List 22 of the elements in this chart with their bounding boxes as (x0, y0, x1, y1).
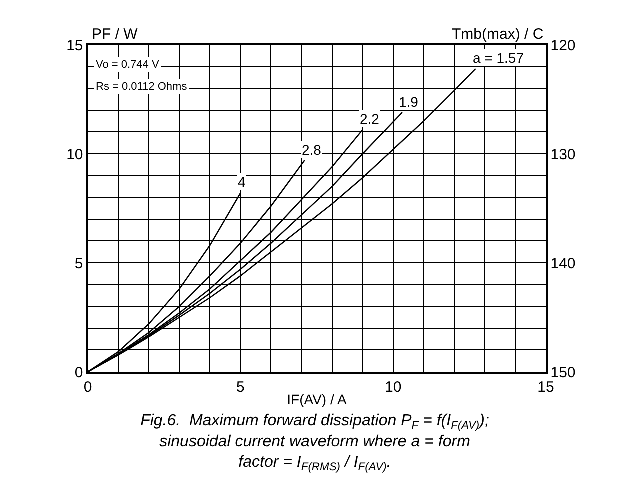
series-label: 4 (238, 174, 246, 190)
x-axis-title: IF(AV) / A (287, 392, 348, 408)
y2-tick-label: 150 (550, 364, 576, 382)
y2-tick-label: 130 (550, 146, 576, 164)
y-tick-label: 15 (66, 37, 84, 54)
x-tick-label: 10 (384, 378, 402, 396)
chart-title: Fig.6. Maximum forward dissipation P$_{F}$ = f(I$_{F(AV)}$); sinusoidal current waveform where a = form factor = I$_{F(RMS)}$ / I$_{F(AV)}$. (140, 412, 490, 474)
x-tick-label: 5 (236, 378, 245, 396)
y-tick-label: 10 (66, 146, 84, 164)
series-label: 2.8 (302, 142, 322, 158)
annotation: Vo = 0.744 V (96, 59, 160, 71)
x-tick-label: 15 (538, 378, 554, 396)
y2-tick-label: 120 (550, 37, 576, 54)
y2-tick-label: 140 (550, 255, 576, 272)
y-tick-label: 5 (74, 255, 84, 272)
y2-axis-title: Tmb(max) / C (452, 26, 544, 43)
y-axis-title: PF / W (92, 26, 139, 43)
series-label: a = 1.57 (473, 50, 524, 66)
annotation: Rs = 0.0112 Ohms (96, 81, 188, 93)
y-tick-label: 0 (74, 364, 84, 382)
series-label: 2.2 (360, 111, 380, 127)
series-label: 1.9 (399, 94, 419, 110)
